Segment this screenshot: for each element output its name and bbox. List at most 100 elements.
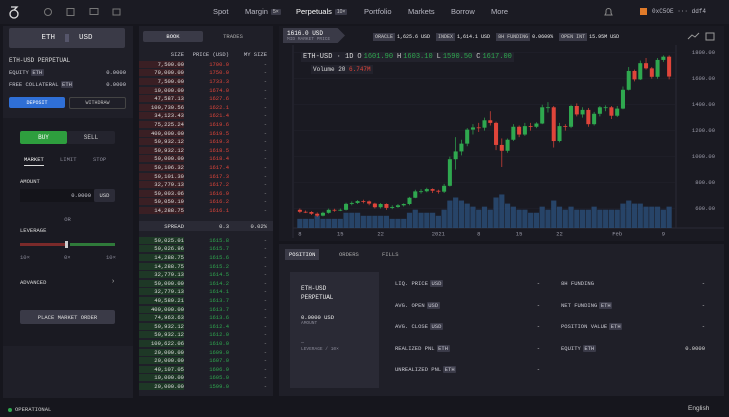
orderbook-row[interactable]: 10,000.00 1674.0 - — [139, 86, 273, 95]
nav-icons[interactable] — [44, 8, 124, 17]
orderbook-row[interactable]: 100,730.56 1622.1 - — [139, 103, 273, 112]
orderbook-row[interactable]: 40,107.05 1606.9 - — [139, 365, 273, 374]
orderbook-row[interactable]: 7,500.00 1700.0 - — [139, 60, 273, 69]
slider-long[interactable] — [70, 243, 115, 246]
logo[interactable] — [8, 5, 20, 19]
field-label: POSITION VALUE ETH — [561, 323, 623, 330]
size: 50,050.19 — [139, 198, 184, 206]
orderbook-row[interactable]: 50,003.06 1616.9 - — [139, 189, 273, 198]
candle-body — [349, 202, 354, 204]
nav-item[interactable]: Portfolio — [364, 7, 392, 16]
orderbook-row[interactable]: 50,025.01 1615.8 - — [139, 236, 273, 245]
orderbook-row[interactable]: 32,779.13 1617.2 - — [139, 180, 273, 189]
buy-button[interactable]: BUY — [20, 131, 67, 144]
bell-icon[interactable] — [604, 7, 613, 17]
orderbook-row[interactable]: 50,932.12 1612.4 - — [139, 322, 273, 331]
my-size: - — [263, 314, 267, 322]
submit-button[interactable]: PLACE MARKET ORDER — [20, 310, 115, 324]
volume-bar — [591, 206, 597, 228]
nav-label: Portfolio — [364, 7, 392, 16]
sell-button[interactable]: SELL — [67, 131, 115, 144]
my-size: - — [263, 253, 267, 261]
size: 50,003.06 — [139, 189, 184, 197]
orderbook-row[interactable]: 50,000.00 1614.2 - — [139, 279, 273, 288]
nav-item[interactable]: Margin 5× — [245, 7, 281, 16]
size: 100,730.56 — [139, 103, 184, 111]
orderbook-row[interactable]: 74,963.63 1613.6 - — [139, 313, 273, 322]
position-tab[interactable]: POSITION — [285, 249, 320, 260]
orderbook-row[interactable]: 10,000.00 1605.0 - — [139, 374, 273, 383]
card-dash: — — [301, 340, 305, 346]
advanced-toggle[interactable]: ADVANCED — [20, 279, 47, 286]
nav-item[interactable]: More — [491, 7, 508, 16]
slider-handle[interactable] — [65, 241, 68, 248]
orderbook-row[interactable]: 32,779.13 1614.5 - — [139, 270, 273, 279]
nav-label: More — [491, 7, 509, 16]
account-address[interactable]: 0xC5OE ··· ddf4 — [652, 8, 707, 15]
top-nav: Spot Margin 5× Perpetuals 10× Portfolio Market… — [0, 0, 729, 24]
trades-tab[interactable]: TRADES — [223, 33, 243, 40]
field-label: AVG. OPEN USD — [395, 301, 440, 309]
orderbook-row[interactable]: 50,026.96 1615.7 - — [139, 245, 273, 254]
orderbook-row[interactable]: 20,000.00 1607.0 - — [139, 356, 273, 365]
deposit-button[interactable]: DEPOSIT — [9, 97, 65, 108]
candle-body — [361, 201, 366, 202]
chart-tools[interactable] — [686, 32, 718, 41]
price: 1606.9 — [209, 365, 229, 373]
orderbook-row[interactable]: 47,587.13 1627.6 - — [139, 94, 273, 103]
orderbook-row[interactable]: 14,288.75 1616.1 - — [139, 206, 273, 215]
field-value: - — [701, 280, 705, 287]
amount-label: AMOUNT — [20, 178, 40, 185]
orderbook-row[interactable]: 50,000.00 1618.4 - — [139, 155, 273, 164]
orderbook-row[interactable]: 400,000.00 1613.7 - — [139, 305, 273, 314]
amount-unit[interactable]: USD — [94, 189, 115, 202]
field-label: REALIZED PNL ETH — [395, 344, 450, 352]
orderbook-row[interactable]: 109,622.06 1610.0 - — [139, 339, 273, 348]
nav-item[interactable]: Borrow — [451, 7, 475, 16]
market-toggle[interactable]: ETH USD — [9, 28, 125, 48]
order-type-tab[interactable]: STOP — [93, 156, 107, 163]
orderbook-row[interactable]: 75,225.24 1619.6 - — [139, 120, 273, 129]
my-size: - — [263, 236, 267, 244]
nav-item[interactable]: Markets — [408, 7, 435, 16]
my-size: - — [263, 163, 267, 171]
book-tab[interactable]: BOOK — [143, 31, 203, 42]
price: 1619.3 — [209, 138, 229, 146]
orderbook-row[interactable]: 14,288.75 1615.2 - — [139, 262, 273, 271]
orderbook-row[interactable]: 50,101.30 1617.3 - — [139, 172, 273, 181]
candle-body — [557, 126, 562, 142]
language[interactable]: English — [688, 405, 710, 412]
my-size: - — [263, 155, 267, 163]
orderbook-row[interactable]: 40,589.21 1613.7 - — [139, 296, 273, 305]
price: 1599.0 — [209, 382, 229, 390]
orderbook-row[interactable]: 20,000.00 1609.0 - — [139, 348, 273, 357]
orderbook-row[interactable]: 50,050.19 1616.2 - — [139, 198, 273, 207]
price: 1613.6 — [209, 314, 229, 322]
price: 1615.7 — [209, 245, 229, 253]
withdraw-button[interactable]: WITHDRAW — [69, 97, 126, 109]
orderbook-row[interactable]: 50,106.32 1617.4 - — [139, 163, 273, 172]
orderbook-row[interactable]: 50,932.12 1618.5 - — [139, 146, 273, 155]
position-tab[interactable]: ORDERS — [339, 251, 359, 258]
orderbook-row[interactable]: 70,000.00 1750.0 - — [139, 69, 273, 78]
order-type-tab[interactable]: MARKET — [24, 156, 44, 166]
nav-item[interactable]: Perpetuals 10× — [296, 7, 348, 16]
orderbook-row[interactable]: 400,000.00 1619.5 - — [139, 129, 273, 138]
volume-bar — [522, 209, 528, 228]
orderbook-row[interactable]: 32,779.13 1614.1 - — [139, 288, 273, 297]
candle-body — [597, 107, 602, 114]
amount-input[interactable]: 0.0000 — [20, 189, 94, 202]
orderbook-row[interactable]: 7,500.00 1733.3 - — [139, 77, 273, 86]
candle-body — [309, 212, 314, 214]
nav-item[interactable]: Spot — [213, 7, 228, 16]
card-amount-label: AMOUNT — [301, 321, 318, 326]
slider-short[interactable] — [20, 243, 65, 246]
orderbook-row[interactable]: 50,932.12 1612.0 - — [139, 331, 273, 340]
volume-bar — [424, 212, 430, 228]
order-type-tab[interactable]: LIMIT — [60, 156, 77, 163]
position-tab[interactable]: FILLS — [382, 251, 399, 258]
orderbook-row[interactable]: 50,932.12 1619.3 - — [139, 137, 273, 146]
orderbook-row[interactable]: 14,288.75 1615.6 - — [139, 253, 273, 262]
orderbook-row[interactable]: 20,000.00 1599.0 - — [139, 382, 273, 391]
orderbook-row[interactable]: 34,123.43 1621.4 - — [139, 112, 273, 121]
